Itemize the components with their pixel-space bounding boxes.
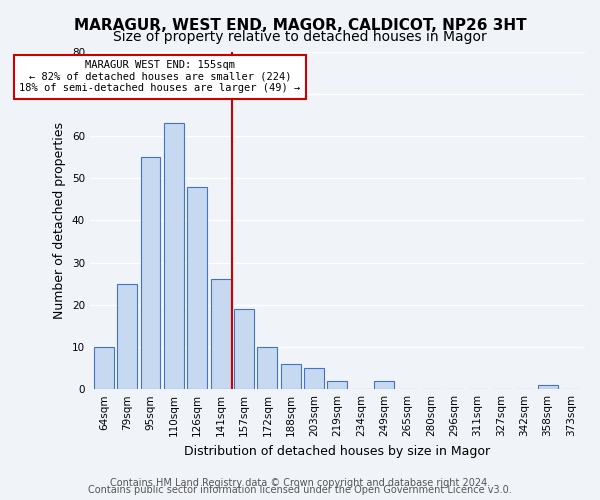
Bar (164, 124, 184, 389)
Text: MARAGUR, WEST END, MAGOR, CALDICOT, NP26 3HT: MARAGUR, WEST END, MAGOR, CALDICOT, NP26… (74, 18, 526, 32)
Bar (374, 380, 394, 389)
Text: Size of property relative to detached houses in Magor: Size of property relative to detached ho… (113, 30, 487, 44)
Bar (187, 186, 207, 389)
Text: Contains HM Land Registry data © Crown copyright and database right 2024.: Contains HM Land Registry data © Crown c… (110, 478, 490, 488)
Bar (281, 364, 301, 389)
Bar (117, 284, 137, 389)
Bar (538, 385, 557, 389)
Bar (211, 280, 230, 389)
Text: MARAGUR WEST END: 155sqm
← 82% of detached houses are smaller (224)
18% of semi-: MARAGUR WEST END: 155sqm ← 82% of detach… (19, 60, 301, 94)
Bar (257, 347, 277, 389)
Bar (140, 157, 160, 389)
Y-axis label: Number of detached properties: Number of detached properties (53, 122, 66, 319)
Bar (234, 309, 254, 389)
Bar (328, 380, 347, 389)
Text: Contains public sector information licensed under the Open Government Licence v3: Contains public sector information licen… (88, 485, 512, 495)
Bar (94, 347, 114, 389)
Bar (304, 368, 324, 389)
X-axis label: Distribution of detached houses by size in Magor: Distribution of detached houses by size … (184, 444, 490, 458)
